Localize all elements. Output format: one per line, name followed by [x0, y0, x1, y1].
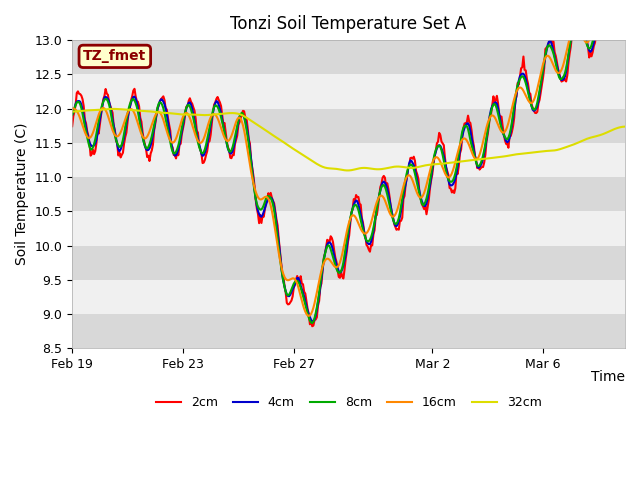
Bar: [72, 211, 625, 245]
32cm: [573, 141, 580, 146]
32cm: [68, 109, 76, 115]
4cm: [301, 298, 309, 304]
32cm: [621, 124, 629, 130]
8cm: [572, 14, 579, 20]
Line: 2cm: 2cm: [72, 0, 625, 326]
8cm: [240, 114, 248, 120]
8cm: [68, 112, 76, 118]
4cm: [240, 114, 248, 120]
Bar: [72, 40, 625, 74]
32cm: [380, 166, 388, 172]
X-axis label: Time: Time: [591, 370, 625, 384]
Bar: [72, 314, 625, 348]
Line: 16cm: 16cm: [72, 0, 625, 316]
2cm: [308, 324, 316, 329]
16cm: [240, 128, 248, 133]
Bar: [72, 74, 625, 108]
16cm: [379, 193, 387, 199]
Legend: 2cm, 4cm, 8cm, 16cm, 32cm: 2cm, 4cm, 8cm, 16cm, 32cm: [150, 391, 547, 414]
8cm: [301, 301, 309, 307]
16cm: [476, 152, 483, 157]
4cm: [476, 164, 483, 170]
2cm: [68, 123, 76, 129]
Line: 4cm: 4cm: [72, 0, 625, 321]
Line: 8cm: 8cm: [72, 0, 625, 323]
8cm: [308, 320, 316, 326]
8cm: [405, 163, 413, 169]
32cm: [109, 106, 116, 112]
2cm: [572, 11, 579, 17]
Bar: [72, 143, 625, 177]
Bar: [72, 177, 625, 211]
16cm: [405, 172, 413, 178]
Text: TZ_fmet: TZ_fmet: [83, 49, 147, 63]
8cm: [476, 162, 483, 168]
32cm: [303, 155, 310, 160]
Bar: [72, 280, 625, 314]
32cm: [406, 165, 414, 171]
Y-axis label: Soil Temperature (C): Soil Temperature (C): [15, 123, 29, 265]
4cm: [379, 180, 387, 185]
4cm: [68, 112, 76, 118]
2cm: [476, 167, 483, 172]
16cm: [572, 23, 579, 28]
4cm: [310, 318, 317, 324]
Bar: [72, 108, 625, 143]
8cm: [379, 182, 387, 188]
2cm: [405, 164, 413, 170]
2cm: [379, 175, 387, 180]
16cm: [301, 309, 309, 314]
Title: Tonzi Soil Temperature Set A: Tonzi Soil Temperature Set A: [230, 15, 467, 33]
16cm: [305, 313, 312, 319]
16cm: [68, 106, 76, 111]
2cm: [240, 108, 248, 114]
4cm: [572, 11, 579, 17]
4cm: [405, 160, 413, 166]
32cm: [344, 168, 352, 173]
32cm: [241, 114, 249, 120]
2cm: [301, 291, 309, 297]
32cm: [477, 156, 484, 162]
Line: 32cm: 32cm: [72, 109, 625, 170]
Bar: [72, 245, 625, 280]
